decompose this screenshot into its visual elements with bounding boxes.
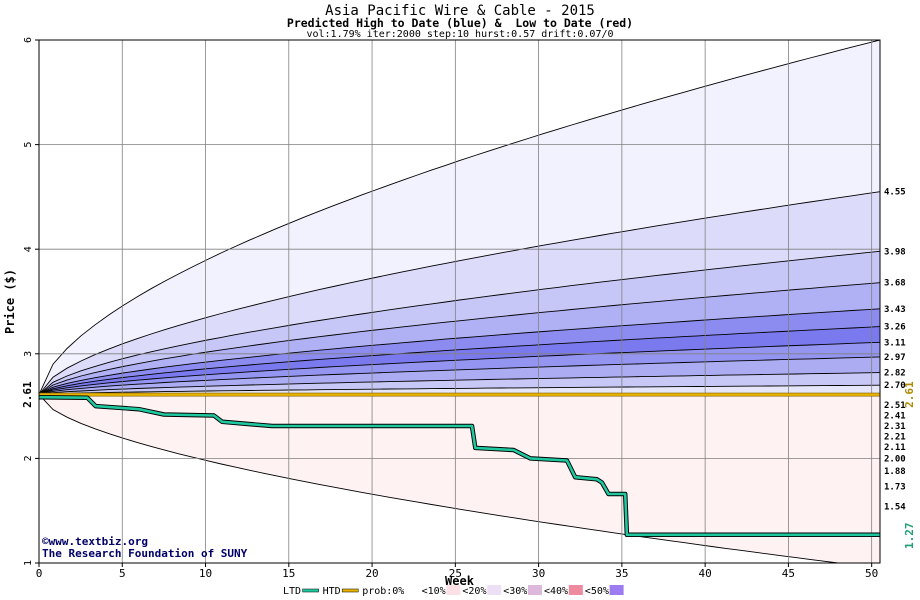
x-tick-label: 20: [365, 567, 378, 580]
high-band-boundary: [39, 191, 880, 395]
legend-label: <40%: [544, 586, 568, 597]
legend-swatch: [405, 585, 420, 595]
y-tick-label: 5: [23, 142, 34, 148]
band-end-label: 3.68: [884, 279, 906, 289]
watermark-line-2: The Research Foundation of SUNY: [42, 547, 248, 560]
high-band-boundary: [39, 282, 880, 395]
y-tick-label: 2: [23, 455, 34, 461]
y-tick-label: 6: [23, 37, 34, 43]
legend-label: <20%: [462, 586, 486, 597]
high-band: [39, 251, 880, 395]
y-axis-title: Price ($): [3, 269, 17, 334]
high-band-boundary: [39, 308, 880, 395]
band-end-label: 1.73: [884, 483, 906, 493]
last-ltd-label: 1.27: [903, 523, 916, 550]
x-tick-label: 15: [282, 567, 295, 580]
band-end-label: 2.31: [884, 422, 906, 432]
ltd-line: [38, 395, 880, 537]
band-end-label: 1.88: [884, 467, 906, 477]
band-end-label: 3.98: [884, 247, 906, 257]
high-band-boundary: [39, 40, 880, 395]
chart-params: vol:1.79% iter:2000 step:10 hurst:0.57 d…: [306, 29, 614, 40]
high-band: [39, 342, 880, 395]
right-price-label: 2.61: [903, 381, 916, 408]
x-tick-label: 5: [119, 567, 126, 580]
high-band-boundary: [39, 326, 880, 396]
band-end-label: 1.54: [884, 503, 906, 513]
x-tick-label: 45: [782, 567, 795, 580]
band-end-label: 3.43: [884, 305, 906, 315]
band-end-label: 2.82: [884, 369, 906, 379]
legend-swatch: [528, 585, 542, 595]
watermark-line-1: ©www.textbiz.org: [42, 535, 148, 548]
legend-label: HTD: [323, 586, 341, 597]
htd-line: [38, 392, 881, 397]
high-band: [39, 308, 880, 395]
band-end-label: 2.00: [884, 454, 906, 464]
y-tick-label: 3: [23, 351, 34, 357]
band-end-label: 2.21: [884, 432, 906, 442]
legend-swatch: [302, 588, 319, 593]
plot-frame: [38, 39, 881, 564]
band-end-label: 2.41: [884, 412, 906, 422]
start-price-label: 2.61: [21, 381, 34, 408]
high-band-boundary: [39, 356, 880, 396]
band-end-label: 2.97: [884, 353, 906, 363]
chart-subtitle: Predicted High to Date (blue) & Low to D…: [286, 16, 634, 30]
legend-label: <30%: [503, 586, 527, 597]
legend-swatch: [568, 585, 583, 595]
high-band-boundary: [39, 372, 880, 396]
x-tick-label: 40: [699, 567, 712, 580]
high-band-boundary: [39, 341, 880, 396]
high-band: [39, 326, 880, 395]
legend-label: <10%: [422, 586, 446, 597]
band-end-label: 4.55: [884, 188, 906, 198]
legend-swatch: [609, 585, 624, 595]
legend-swatch: [341, 588, 359, 593]
band-end-label: 2.11: [884, 443, 906, 453]
band-end-label: 3.11: [884, 338, 906, 348]
x-tick-label: 50: [865, 567, 878, 580]
x-tick-label: 30: [532, 567, 545, 580]
y-tick-label: 1: [23, 560, 34, 566]
legend-label: prob:0%: [362, 586, 404, 597]
band-end-label: 2.70: [884, 381, 906, 391]
low-band: [39, 394, 880, 563]
high-band: [39, 356, 880, 395]
y-tick-label: 4: [23, 246, 34, 252]
legend-label: LTD: [283, 586, 301, 597]
high-band-boundary: [39, 250, 880, 395]
x-tick-label: 10: [199, 567, 212, 580]
x-tick-label: 0: [36, 567, 43, 580]
high-band: [39, 372, 880, 395]
high-band-boundary: [39, 384, 880, 396]
legend-swatch: [487, 585, 502, 595]
legend-swatch: [446, 585, 461, 595]
band-end-label: 3.26: [884, 323, 906, 333]
high-band: [39, 385, 880, 395]
x-axis-title: Week: [445, 574, 475, 588]
low-band-boundary: [39, 394, 842, 563]
x-tick-label: 25: [449, 567, 462, 580]
x-tick-label: 35: [615, 567, 628, 580]
high-band: [39, 191, 880, 395]
band-end-label: 2.51: [884, 401, 906, 411]
legend-label: <50%: [585, 586, 609, 597]
chart-title: Asia Pacific Wire & Cable - 2015: [325, 3, 595, 19]
high-band: [39, 282, 880, 395]
